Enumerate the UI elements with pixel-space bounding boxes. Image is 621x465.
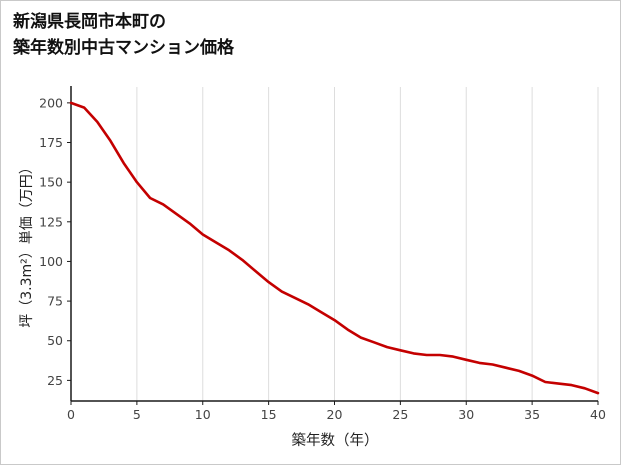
x-tick-label: 25 (392, 407, 408, 422)
x-tick-label: 30 (458, 407, 474, 422)
y-tick-label: 25 (47, 373, 63, 388)
x-tick-label: 10 (195, 407, 211, 422)
x-tick-label: 40 (590, 407, 606, 422)
x-tick-label: 35 (524, 407, 540, 422)
y-tick-label: 200 (39, 95, 63, 110)
y-tick-label: 150 (39, 175, 63, 190)
y-tick-label: 125 (39, 214, 63, 229)
chart-title: 新潟県長岡市本町の 築年数別中古マンション価格 (13, 9, 234, 62)
x-tick-label: 0 (67, 407, 75, 422)
x-tick-label: 20 (327, 407, 343, 422)
x-tick-label: 15 (261, 407, 277, 422)
y-tick-label: 50 (47, 333, 63, 348)
y-tick-label: 175 (39, 135, 63, 150)
y-axis-label: 坪（3.3m²）単価（万円） (19, 160, 35, 328)
y-tick-label: 75 (47, 294, 63, 309)
chart-title-line1: 新潟県長岡市本町の (13, 12, 166, 32)
price-line (69, 101, 600, 395)
chart-title-line2: 築年数別中古マンション価格 (13, 38, 234, 59)
x-axis-label: 築年数（年） (291, 433, 379, 449)
y-tick-label: 100 (39, 254, 63, 269)
x-tick-label: 5 (133, 407, 141, 422)
